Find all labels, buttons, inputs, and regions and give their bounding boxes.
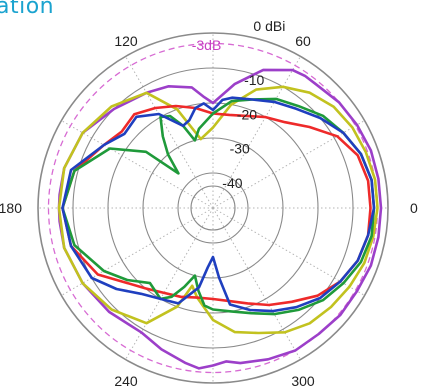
radial-label-20: -20 xyxy=(237,106,257,122)
grid-ring xyxy=(177,172,249,244)
radial-label-zero: 0 dBi xyxy=(253,18,285,34)
radial-label-40: -40 xyxy=(222,175,242,191)
grid-spoke xyxy=(61,120,214,209)
angle-label-60: 60 xyxy=(295,33,311,49)
grid-spoke xyxy=(61,207,214,296)
polar-grid xyxy=(37,32,389,384)
radial-label-30: -30 xyxy=(230,141,250,157)
grid-spoke xyxy=(212,207,301,360)
grid-spoke xyxy=(125,207,214,360)
grid-ring xyxy=(142,137,284,279)
radial-label-10: -10 xyxy=(244,72,264,88)
angle-label-120: 120 xyxy=(114,33,138,49)
series-line-5 xyxy=(61,96,376,313)
angle-label-300: 300 xyxy=(291,373,315,389)
angle-label-240: 240 xyxy=(114,373,138,389)
label-group: 0 60 120 180 240 300 0 dBi -10 -20 -30 -40 -3dB xyxy=(0,18,418,389)
series-line-4 xyxy=(61,97,376,316)
grid-spoke xyxy=(212,207,365,296)
grid-spoke xyxy=(212,120,365,209)
grid-ring-inner xyxy=(190,185,236,231)
grid-ring xyxy=(72,67,354,349)
grid-spoke xyxy=(212,56,301,209)
grid-ring xyxy=(37,32,389,384)
series-group xyxy=(57,68,383,370)
reference-label: -3dB xyxy=(192,37,222,53)
series-line-2 xyxy=(57,85,379,335)
grid-spoke xyxy=(125,56,214,209)
angle-label-180: 180 xyxy=(0,200,22,216)
angle-label-0: 0 xyxy=(410,200,418,216)
title-fragment: ation xyxy=(0,0,55,19)
